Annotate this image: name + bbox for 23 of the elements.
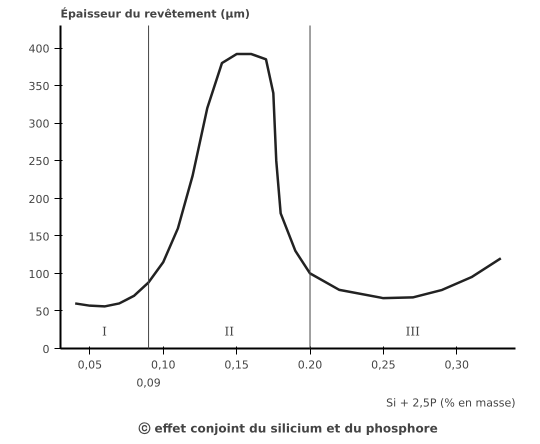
y-tick-label: 250 [28,155,50,168]
y-axis-title: Épaisseur du revêtement (µm) [60,6,250,20]
annotation: I [102,324,108,338]
x-tick-label: 0,05 [78,358,102,372]
line-series [74,52,502,308]
y-tick-label: 300 [28,118,50,131]
ref-line-label: 0,09 [136,376,161,390]
text: ⓒ effet conjoint du silicium et du phosphore [138,422,438,436]
annotation: III [406,324,420,338]
x-tick-label: 0,30 [444,358,470,372]
y-tick-label: 400 [28,42,50,56]
y-tick-label: 0 [42,343,50,356]
y-tick-label: 200 [28,192,50,206]
x-tick-label: 0,15 [224,358,249,372]
x-axis-title: Si + 2,5P (% en masse) [386,396,516,410]
y-tick-label: 100 [28,268,50,281]
y-tick-label: 350 [28,80,50,94]
x-tick-label: 0,10 [150,358,176,372]
y-tick-label: 50 [36,305,50,318]
x-tick-label: 0,25 [371,358,396,372]
x-tick-label: 0.20 [298,358,322,372]
annotation: II [224,324,234,338]
y-tick-label: 150 [28,230,50,244]
